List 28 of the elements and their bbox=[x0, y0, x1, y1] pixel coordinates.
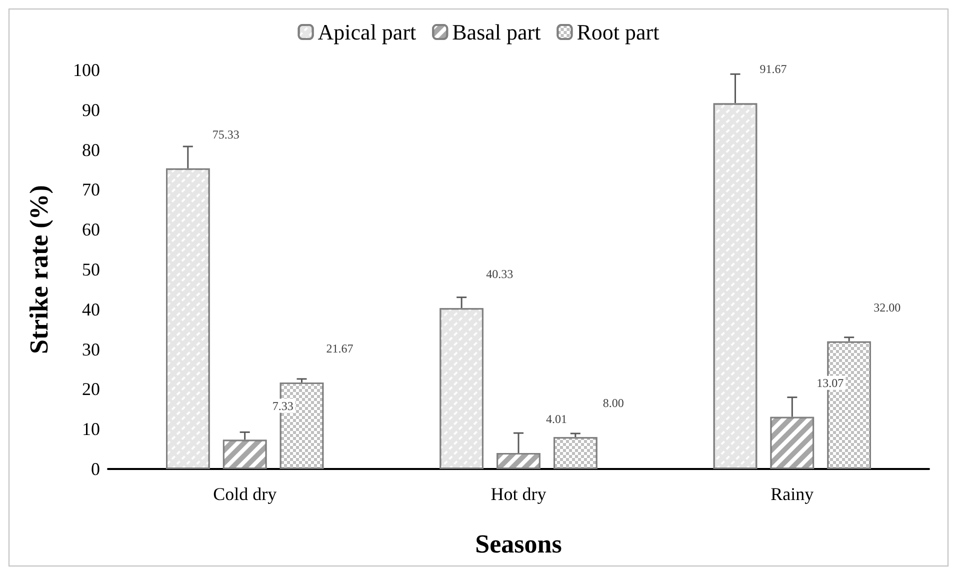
y-axis-title: Strike rate (%) bbox=[24, 185, 54, 354]
legend-label: Basal part bbox=[452, 20, 541, 44]
y-tick-label: 20 bbox=[82, 379, 100, 400]
x-tick-label: Cold dry bbox=[213, 484, 277, 504]
text: 40.33 bbox=[486, 267, 514, 282]
y-tick-label: 30 bbox=[82, 339, 100, 360]
text: 75.33 bbox=[212, 127, 240, 142]
text: 91.67 bbox=[760, 62, 787, 76]
x-tick-label: Rainy bbox=[770, 484, 814, 504]
text: 21.67 bbox=[326, 342, 354, 356]
x-axis-title: Seasons bbox=[475, 530, 562, 558]
y-tick-label: 10 bbox=[82, 419, 100, 440]
y-tick-label: 70 bbox=[82, 180, 100, 200]
text: 4.01 bbox=[546, 412, 567, 426]
y-tick-label: 50 bbox=[82, 260, 100, 280]
text: 32.00 bbox=[874, 300, 901, 314]
legend-label: Apical part bbox=[318, 20, 416, 44]
y-tick-label: 90 bbox=[82, 100, 100, 120]
legend-label: Root part bbox=[576, 20, 660, 44]
y-tick-label: 60 bbox=[82, 220, 100, 240]
y-tick-label: 80 bbox=[82, 140, 100, 160]
y-tick-label: 100 bbox=[73, 60, 100, 80]
text: 7.33 bbox=[272, 398, 294, 413]
text: 8.00 bbox=[602, 396, 624, 410]
y-tick-label: 0 bbox=[91, 459, 100, 479]
text: 13.07 bbox=[816, 376, 844, 390]
x-tick-label: Hot dry bbox=[490, 484, 546, 504]
y-tick-label: 40 bbox=[82, 299, 100, 320]
